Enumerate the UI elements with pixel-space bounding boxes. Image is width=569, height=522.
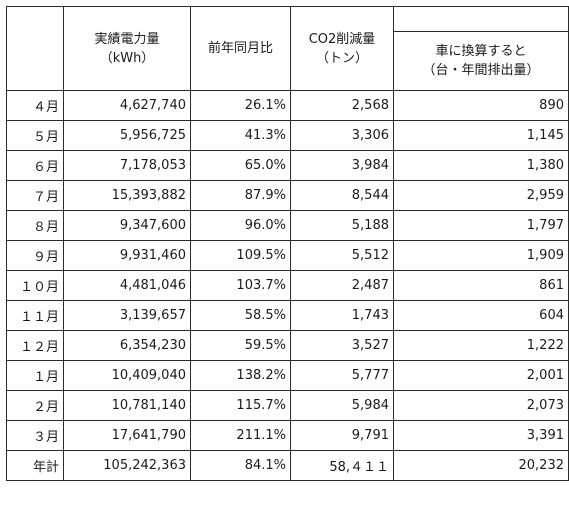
- cell-yoy: 138.2%: [190, 360, 291, 391]
- table-header: 実績電力量 （kWh） 前年同月比 CO2削減量 （トン） 車に換算すると （台…: [6, 6, 569, 91]
- cell-power: 4,627,740: [63, 90, 191, 121]
- cell-co2: 1,743: [290, 300, 394, 331]
- cell-month: ７月: [6, 180, 64, 211]
- cell-car: 3,391: [393, 420, 569, 451]
- cell-power: 10,409,040: [63, 360, 191, 391]
- header-car: 車に換算すると （台・年間排出量）: [393, 31, 569, 91]
- table-row: ２月 10,781,140 115.7% 5,984 2,073: [6, 390, 569, 421]
- cell-month: １０月: [6, 270, 64, 301]
- cell-month: １月: [6, 360, 64, 391]
- cell-co2: 2,487: [290, 270, 394, 301]
- cell-power: 10,781,140: [63, 390, 191, 421]
- cell-yoy: 41.3%: [190, 120, 291, 151]
- cell-power: 9,347,600: [63, 210, 191, 241]
- header-yoy-label: 前年同月比: [207, 41, 273, 56]
- header-power-unit: （kWh）: [99, 50, 155, 66]
- table-row: １１月 3,139,657 58.5% 1,743 604: [6, 300, 569, 331]
- cell-car: 1,797: [393, 210, 569, 241]
- cell-month: ３月: [6, 420, 64, 451]
- cell-car: 2,073: [393, 390, 569, 421]
- cell-co2: 3,984: [290, 150, 394, 181]
- cell-yoy: 87.9%: [190, 180, 291, 211]
- cell-yoy: 59.5%: [190, 330, 291, 361]
- table-row: ８月 9,347,600 96.0% 5,188 1,797: [6, 210, 569, 241]
- cell-yoy: 103.7%: [190, 270, 291, 301]
- cell-car: 1,909: [393, 240, 569, 271]
- cell-power: 9,931,460: [63, 240, 191, 271]
- cell-month: 年計: [6, 450, 64, 481]
- cell-power: 3,139,657: [63, 300, 191, 331]
- cell-power: 17,641,790: [63, 420, 191, 451]
- cell-month: １２月: [6, 330, 64, 361]
- header-yoy: 前年同月比: [190, 6, 291, 91]
- table-row: ９月 9,931,460 109.5% 5,512 1,909: [6, 240, 569, 271]
- cell-car: 890: [393, 90, 569, 121]
- cell-month: ４月: [6, 90, 64, 121]
- table-row: １０月 4,481,046 103.7% 2,487 861: [6, 270, 569, 301]
- cell-yoy: 96.0%: [190, 210, 291, 241]
- cell-power: 105,242,363: [63, 450, 191, 481]
- cell-yoy: 58.5%: [190, 300, 291, 331]
- cell-yoy: 26.1%: [190, 90, 291, 121]
- header-co2: CO2削減量 （トン）: [290, 6, 394, 91]
- header-car-label: 車に換算すると: [435, 44, 527, 59]
- cell-month: １１月: [6, 300, 64, 331]
- table-row: ３月 17,641,790 211.1% 9,791 3,391: [6, 420, 569, 451]
- cell-co2: 2,568: [290, 90, 394, 121]
- header-car-blank: [393, 6, 569, 32]
- cell-co2: 5,512: [290, 240, 394, 271]
- table-row: １２月 6,354,230 59.5% 3,527 1,222: [6, 330, 569, 361]
- cell-co2: 9,791: [290, 420, 394, 451]
- cell-car: 2,959: [393, 180, 569, 211]
- header-power: 実績電力量 （kWh）: [63, 6, 191, 91]
- header-month-blank: [6, 6, 64, 91]
- cell-power: 5,956,725: [63, 120, 191, 151]
- cell-car: 604: [393, 300, 569, 331]
- table-row: ６月 7,178,053 65.0% 3,984 1,380: [6, 150, 569, 181]
- cell-yoy: 84.1%: [190, 450, 291, 481]
- cell-yoy: 115.7%: [190, 390, 291, 421]
- cell-yoy: 109.5%: [190, 240, 291, 271]
- cell-car: 1,380: [393, 150, 569, 181]
- cell-car: 20,232: [393, 450, 569, 481]
- cell-power: 7,178,053: [63, 150, 191, 181]
- cell-co2: 5,984: [290, 390, 394, 421]
- table-row: ４月 4,627,740 26.1% 2,568 890: [6, 90, 569, 121]
- cell-month: ８月: [6, 210, 64, 241]
- cell-month: ５月: [6, 120, 64, 151]
- cell-month: ９月: [6, 240, 64, 271]
- cell-yoy: 65.0%: [190, 150, 291, 181]
- cell-power: 15,393,882: [63, 180, 191, 211]
- table-row: １月 10,409,040 138.2% 5,777 2,001: [6, 360, 569, 391]
- header-power-label: 実績電力量: [94, 31, 160, 47]
- cell-month: ６月: [6, 150, 64, 181]
- header-car-unit: （台・年間排出量）: [422, 63, 540, 78]
- cell-car: 861: [393, 270, 569, 301]
- cell-co2: 8,544: [290, 180, 394, 211]
- table-row: ５月 5,956,725 41.3% 3,306 1,145: [6, 120, 569, 151]
- power-co2-reduction-table: 実績電力量 （kWh） 前年同月比 CO2削減量 （トン） 車に換算すると （台…: [6, 6, 569, 481]
- table-body: ４月 4,627,740 26.1% 2,568 890 ５月 5,956,725 41.3%…: [6, 90, 569, 481]
- cell-yoy: 211.1%: [190, 420, 291, 451]
- cell-power: 6,354,230: [63, 330, 191, 361]
- cell-car: 1,145: [393, 120, 569, 151]
- cell-co2: 5,188: [290, 210, 394, 241]
- header-co2-unit: （トン）: [315, 50, 368, 66]
- cell-co2: 58,４１１: [290, 450, 394, 481]
- table-row: ７月 15,393,882 87.9% 8,544 2,959: [6, 180, 569, 211]
- cell-co2: 3,527: [290, 330, 394, 361]
- cell-co2: 3,306: [290, 120, 394, 151]
- table-row-total: 年計 105,242,363 84.1% 58,４１１ 20,232: [6, 450, 569, 481]
- cell-power: 4,481,046: [63, 270, 191, 301]
- cell-car: 2,001: [393, 360, 569, 391]
- header-co2-label: CO2削減量: [308, 31, 376, 47]
- cell-co2: 5,777: [290, 360, 394, 391]
- cell-month: ２月: [6, 390, 64, 421]
- cell-car: 1,222: [393, 330, 569, 361]
